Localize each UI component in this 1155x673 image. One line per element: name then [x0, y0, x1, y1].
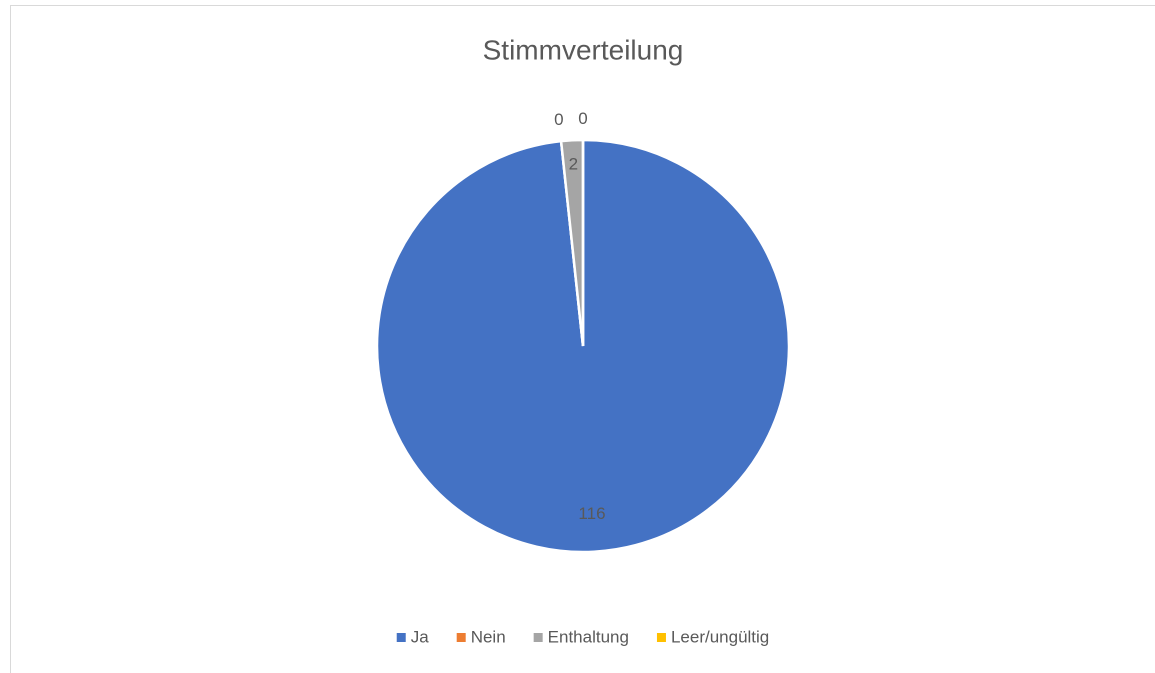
data-label: 2: [569, 154, 578, 173]
legend-swatch: [656, 633, 666, 642]
legend-label: Leer/ungültig: [671, 627, 769, 646]
legend-swatch: [396, 633, 406, 642]
chart-title: Stimmverteilung: [483, 34, 684, 65]
data-label: 0: [554, 110, 563, 129]
data-label: 116: [578, 504, 605, 523]
legend-label: Enthaltung: [548, 627, 629, 646]
legend-swatch: [456, 633, 466, 642]
legend-label: Ja: [411, 627, 430, 646]
legend-swatch: [533, 633, 543, 642]
data-label: 0: [578, 109, 587, 128]
legend-label: Nein: [471, 627, 506, 646]
